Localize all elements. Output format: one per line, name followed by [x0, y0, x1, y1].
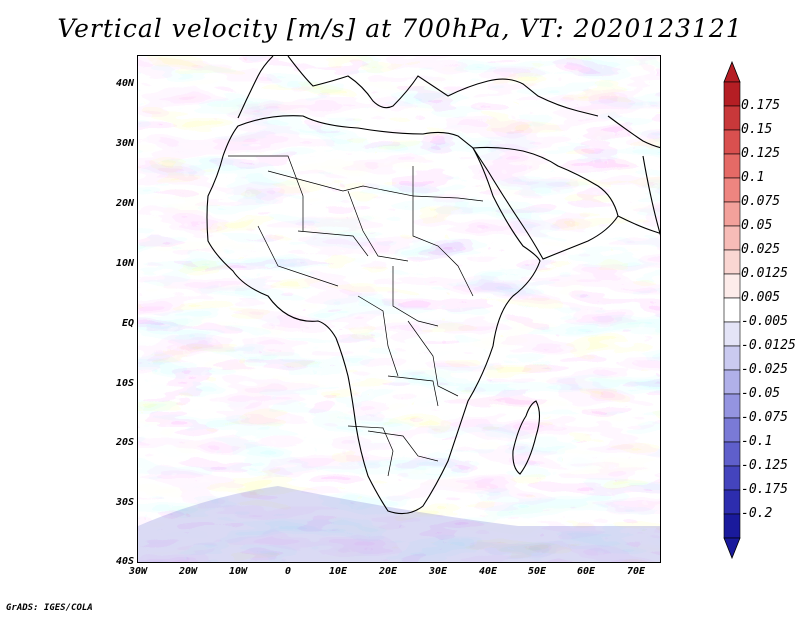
india-coast	[642, 155, 660, 236]
colorbar-swatch	[723, 489, 741, 515]
lon-label-20e: 20E	[378, 566, 398, 577]
europe-coast	[237, 56, 599, 119]
border-line	[228, 155, 304, 231]
lat-label-30s: 30S	[115, 497, 134, 508]
border-line	[387, 375, 439, 407]
colorbar-swatch	[723, 249, 741, 275]
colorbar-swatch	[723, 513, 741, 539]
lon-label-10w: 10W	[228, 566, 248, 577]
colorbar-level-label: 0.125	[741, 146, 781, 161]
lon-label-60e: 60E	[576, 566, 596, 577]
lon-label-30e: 30E	[428, 566, 448, 577]
colorbar-swatch	[723, 129, 741, 155]
colorbar-top-arrow	[723, 60, 741, 83]
border-line	[347, 425, 394, 477]
border-line	[267, 166, 414, 197]
colorbar-level-label: 0.1	[741, 170, 765, 185]
grads-credit: GrADS: IGES/COLA	[6, 603, 93, 613]
lat-label-20s: 20S	[115, 437, 134, 448]
colorbar-level-label: -0.025	[741, 362, 788, 377]
colorbar-level-label: 0.15	[741, 122, 773, 137]
border-line	[412, 195, 484, 202]
border-line	[407, 320, 459, 397]
colorbar	[716, 60, 800, 560]
lat-label-10n: 10N	[115, 258, 134, 269]
colorbar-swatch	[723, 81, 741, 107]
colorbar-swatch	[723, 225, 741, 251]
persian-gulf-coast	[607, 115, 660, 149]
border-line	[297, 230, 369, 257]
arabia-outline	[472, 146, 619, 260]
colorbar-swatch	[723, 201, 741, 227]
colorbar-level-label: -0.05	[741, 386, 781, 401]
map-panel	[137, 55, 661, 563]
colorbar-level-label: 0.025	[741, 242, 781, 257]
southern-ocean-descent-band	[138, 486, 660, 562]
border-line	[347, 190, 409, 262]
coastlines	[206, 56, 660, 515]
colorbar-swatch	[723, 177, 741, 203]
colorbar-level-label: -0.1	[741, 434, 773, 449]
country-borders	[228, 155, 484, 477]
colorbar-level-label: -0.0125	[741, 338, 796, 353]
lat-label-40s: 40S	[115, 556, 134, 567]
lon-label-10e: 10E	[328, 566, 348, 577]
lon-label-70e: 70E	[626, 566, 646, 577]
colorbar-swatch	[723, 441, 741, 467]
border-line	[357, 295, 399, 377]
colorbar-swatch	[723, 105, 741, 131]
lat-label-10s: 10S	[115, 378, 134, 389]
velocity-field-map	[138, 56, 660, 562]
madagascar-outline	[512, 400, 541, 475]
map-title: Vertical velocity [m/s] at 700hPa, VT: 2…	[57, 14, 743, 43]
lat-label-20n: 20N	[115, 198, 134, 209]
lat-label-40n: 40N	[115, 78, 134, 89]
colorbar-bottom-arrow	[723, 537, 741, 560]
colorbar-level-label: 0.175	[741, 98, 781, 113]
colorbar-swatch	[723, 465, 741, 491]
border-line	[412, 196, 474, 297]
velocity-field-detail	[138, 56, 660, 562]
colorbar-swatches	[723, 60, 741, 560]
border-line	[257, 225, 339, 287]
colorbar-swatch	[723, 153, 741, 179]
colorbar-swatch	[723, 321, 741, 347]
colorbar-swatch	[723, 393, 741, 419]
arabian-sea-coast	[617, 215, 660, 234]
lon-label-30w: 30W	[128, 566, 148, 577]
lat-label-30n: 30N	[115, 138, 134, 149]
lon-label-40e: 40E	[478, 566, 498, 577]
colorbar-level-label: -0.175	[741, 482, 788, 497]
lat-label-eq: EQ	[121, 318, 134, 329]
lon-label-0: 0	[284, 566, 292, 577]
colorbar-level-label: -0.005	[741, 314, 788, 329]
colorbar-level-label: 0.0125	[741, 266, 788, 281]
colorbar-level-label: 0.005	[741, 290, 781, 305]
colorbar-level-label: -0.125	[741, 458, 788, 473]
lon-label-20w: 20W	[178, 566, 198, 577]
colorbar-level-label: -0.2	[741, 506, 773, 521]
africa-outline	[206, 115, 541, 515]
colorbar-swatch	[723, 345, 741, 371]
colorbar-level-label: 0.075	[741, 194, 781, 209]
colorbar-swatch	[723, 369, 741, 395]
colorbar-level-label: -0.075	[741, 410, 788, 425]
colorbar-swatch	[723, 297, 741, 323]
lon-label-50e: 50E	[527, 566, 547, 577]
colorbar-swatch	[723, 417, 741, 443]
colorbar-level-label: 0.05	[741, 218, 773, 233]
colorbar-swatch	[723, 273, 741, 299]
border-line	[392, 266, 439, 327]
